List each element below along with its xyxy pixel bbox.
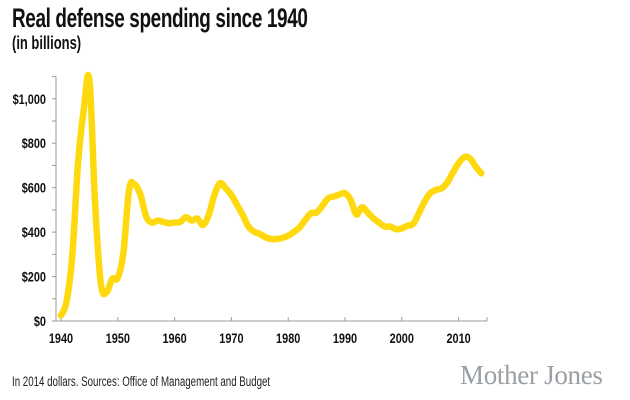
data-point-1945 <box>86 77 92 83</box>
x-tick-label: 1950 <box>106 331 130 347</box>
mother-jones-logo: Mother Jones <box>460 360 603 390</box>
data-point-1991 <box>348 197 354 203</box>
data-point-1943 <box>75 160 81 166</box>
series-group <box>57 72 485 319</box>
data-point-1942 <box>69 251 75 257</box>
data-point-1992 <box>353 211 359 217</box>
data-point-1940 <box>58 312 64 318</box>
data-point-1964 <box>194 216 200 222</box>
x-tick-label: 1990 <box>333 331 357 347</box>
data-point-1974 <box>251 229 257 235</box>
data-point-1993 <box>359 204 365 210</box>
data-point-1979 <box>280 235 286 241</box>
x-tick-label: 1970 <box>219 331 243 347</box>
data-point-2006 <box>433 187 439 193</box>
data-point-1951 <box>120 249 126 255</box>
tick-labels: $0 $200 $400 $600 $800 $1,000 1940 1950 1960 1970… <box>13 92 471 347</box>
data-point-2008 <box>444 180 450 186</box>
data-point-2004 <box>422 199 428 205</box>
data-point-1962 <box>183 214 189 220</box>
data-point-1950 <box>115 275 121 281</box>
data-point-2003 <box>416 210 422 216</box>
data-point-1948 <box>103 290 109 296</box>
x-tick-label: 1940 <box>49 331 73 347</box>
data-point-1985 <box>314 210 320 216</box>
data-point-1999 <box>393 226 399 232</box>
data-point-1946 <box>92 200 98 206</box>
data-point-1953 <box>132 182 138 188</box>
data-point-1982 <box>297 224 303 230</box>
x-tick-label: 1980 <box>276 331 300 347</box>
data-point-2011 <box>461 154 467 160</box>
axes <box>52 76 488 322</box>
data-point-1947 <box>98 280 104 286</box>
data-point-1968 <box>217 180 223 186</box>
data-point-1958 <box>160 219 166 225</box>
data-point-1959 <box>166 220 172 226</box>
series-line-defense-spending <box>57 72 485 319</box>
data-point-1998 <box>387 224 393 230</box>
data-point-1997 <box>382 224 388 230</box>
data-point-1983 <box>302 217 308 223</box>
y-tick-label: $1,000 <box>13 92 46 108</box>
data-point-1967 <box>211 192 217 198</box>
data-point-1966 <box>206 212 212 218</box>
data-point-1976 <box>262 234 268 240</box>
data-point-1969 <box>223 185 229 191</box>
data-point-1941 <box>64 298 70 304</box>
data-point-1956 <box>149 220 155 226</box>
data-point-2002 <box>410 221 416 227</box>
data-point-1981 <box>291 229 297 235</box>
data-point-1963 <box>189 218 195 224</box>
data-point-1949 <box>109 276 115 282</box>
data-point-1973 <box>245 224 251 230</box>
data-point-1975 <box>257 231 263 237</box>
data-point-1987 <box>325 195 331 201</box>
data-point-2013 <box>473 164 479 170</box>
data-point-1978 <box>274 236 280 242</box>
data-point-1980 <box>285 233 291 239</box>
data-point-1995 <box>370 215 376 221</box>
data-point-1955 <box>143 214 149 220</box>
data-point-2005 <box>427 190 433 196</box>
data-point-1954 <box>138 192 144 198</box>
data-point-1977 <box>268 236 274 242</box>
data-point-1961 <box>177 219 183 225</box>
x-tick-label: 2000 <box>390 331 414 347</box>
data-point-1989 <box>336 192 342 198</box>
data-point-2001 <box>404 223 410 229</box>
y-tick-label: $0 <box>34 314 46 330</box>
data-point-1986 <box>319 203 325 209</box>
data-point-1960 <box>172 220 178 226</box>
x-tick-label: 2010 <box>446 331 470 347</box>
data-point-1996 <box>376 220 382 226</box>
data-point-1952 <box>126 186 132 192</box>
data-point-1990 <box>342 190 348 196</box>
y-tick-label: $800 <box>22 136 46 152</box>
data-point-1994 <box>365 210 371 216</box>
data-point-1971 <box>234 202 240 208</box>
data-point-1944 <box>81 107 87 113</box>
y-tick-label: $400 <box>22 225 46 241</box>
y-tick-label: $200 <box>22 269 46 285</box>
data-point-1965 <box>200 222 206 228</box>
data-point-1970 <box>228 192 234 198</box>
chart-subtitle: (in billions) <box>12 33 82 53</box>
data-point-1988 <box>331 194 337 200</box>
data-point-2014 <box>478 170 484 176</box>
data-point-2012 <box>467 155 473 161</box>
data-point-2010 <box>456 160 462 166</box>
chart-title: Real defense spending since 1940 <box>12 3 308 33</box>
data-point-1957 <box>155 218 161 224</box>
x-tick-label: 1960 <box>162 331 186 347</box>
data-point-2007 <box>439 185 445 191</box>
data-point-2000 <box>399 225 405 231</box>
data-point-1972 <box>240 212 246 218</box>
data-point-2009 <box>450 170 456 176</box>
y-tick-label: $600 <box>22 180 46 196</box>
source-note: In 2014 dollars. Sources: Office of Mana… <box>12 374 271 389</box>
data-point-1984 <box>308 210 314 216</box>
